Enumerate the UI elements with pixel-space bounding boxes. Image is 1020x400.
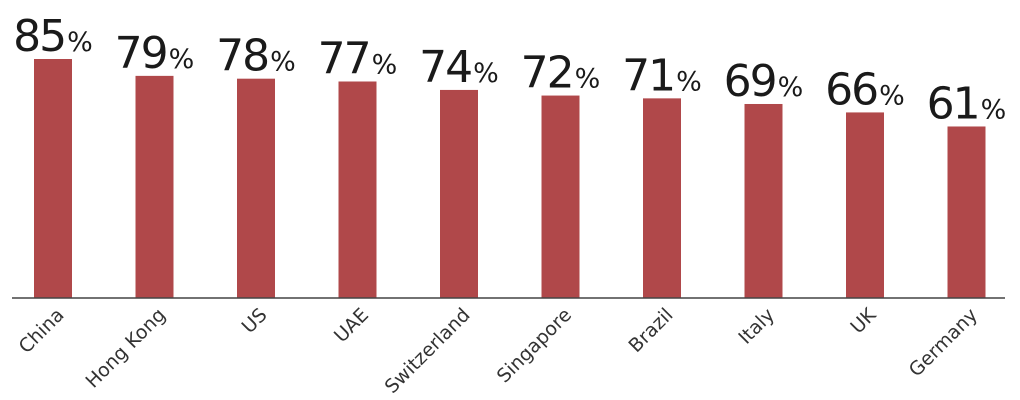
value-label: 66% [825,64,905,115]
value-labels-group: 85% 79% 78% 77% 74% 72% 71% 69% 66% 61% [13,11,1006,129]
value-label: 85% [13,11,93,62]
category-labels-group: China Hong Kong US UAE Switzerland Singapore B… [15,304,982,398]
category-label: UK [846,304,881,339]
bar-uae [338,81,377,299]
bar-uk [846,112,884,299]
category-label: Hong Kong [81,304,170,393]
category-label: UAE [330,304,373,347]
category-label: Brazil [624,304,677,357]
value-label: 79% [115,28,195,79]
bar-germany [947,126,986,298]
value-label: 61% [927,78,1007,129]
bar-singapore [541,95,580,298]
bar-italy [744,103,783,298]
value-label: 71% [622,50,702,101]
category-label: China [15,304,69,358]
value-label: 78% [216,31,296,82]
value-label: 77% [318,33,398,84]
bar-us [237,78,275,299]
value-label: 74% [419,42,499,93]
bar-china [34,59,72,298]
bar-hong-kong [135,75,174,298]
value-label: 69% [724,56,804,107]
category-label: Germany [905,304,982,381]
category-label: Switzerland [381,304,475,398]
value-label: 72% [521,48,601,99]
bar-brazil [643,98,681,298]
bars-group [34,59,986,299]
category-label: Italy [734,304,779,349]
category-label: US [238,304,272,338]
category-label: Singapore [493,304,576,387]
bar-switzerland [440,89,478,298]
